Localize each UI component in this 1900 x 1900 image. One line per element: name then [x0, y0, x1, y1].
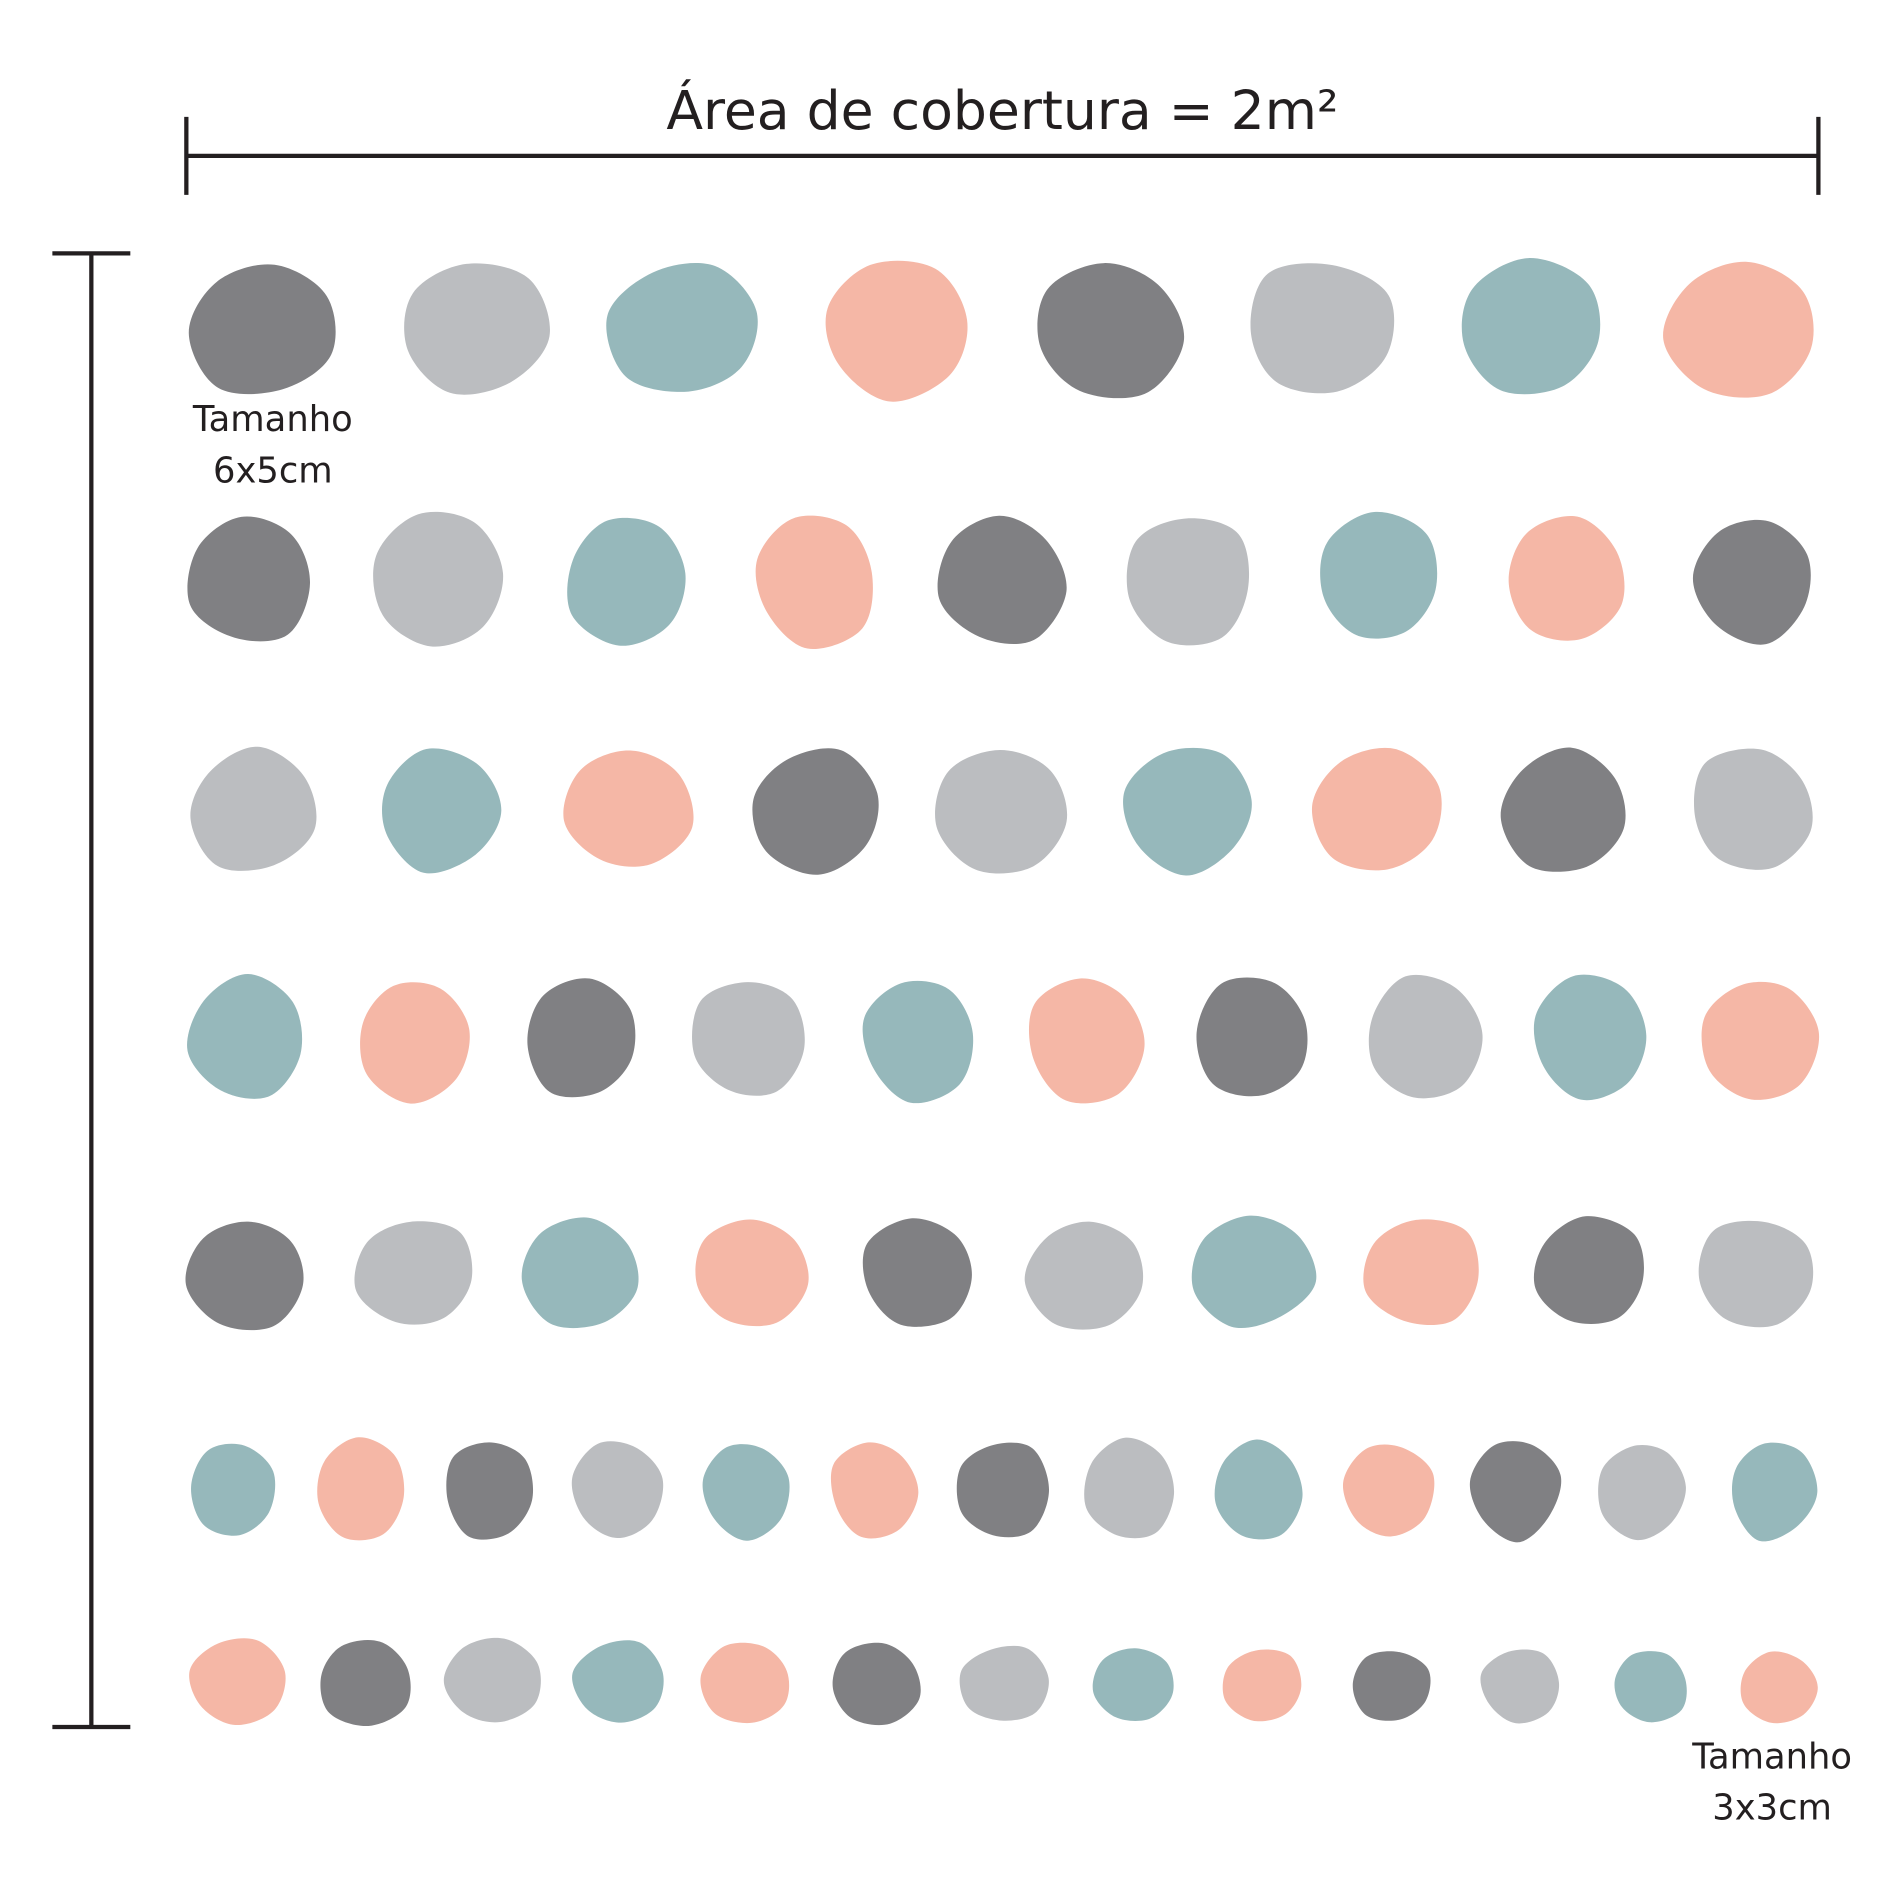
- sticker: [1533, 974, 1647, 1101]
- sticker: [752, 748, 879, 875]
- sticker: [317, 1437, 405, 1541]
- sticker: [563, 750, 694, 867]
- sticker: [571, 1441, 664, 1539]
- sticker: [830, 1442, 919, 1539]
- sticker: [189, 1638, 286, 1726]
- sticker: [1500, 747, 1626, 872]
- sticker: [187, 973, 303, 1099]
- sticker: [1123, 747, 1252, 876]
- sticker: [862, 1218, 972, 1327]
- sticker: [1368, 974, 1483, 1099]
- sticker: [937, 515, 1067, 645]
- sticker: [1092, 1648, 1174, 1722]
- sticker: [404, 263, 550, 395]
- sticker: [1693, 748, 1813, 870]
- sticker: [1740, 1651, 1818, 1724]
- size-value: 6x5cm: [213, 450, 333, 491]
- sticker: [692, 982, 805, 1096]
- sticker: [1598, 1445, 1686, 1541]
- sticker: [1461, 258, 1601, 395]
- sticker: [320, 1639, 411, 1727]
- sticker: [527, 978, 636, 1098]
- sticker: [1342, 1444, 1435, 1537]
- sticker: [935, 750, 1068, 874]
- sticker: [1480, 1649, 1560, 1724]
- sticker: [191, 1443, 276, 1536]
- sticker: [1469, 1441, 1562, 1543]
- sticker: [373, 511, 504, 647]
- sticker: [190, 746, 317, 871]
- sticker: [185, 1221, 304, 1331]
- sticker: [446, 1442, 534, 1540]
- sticker: [187, 516, 310, 642]
- sticker: [1037, 263, 1185, 399]
- size-label: Tamanho: [192, 399, 353, 440]
- width-ruler: [184, 116, 1821, 195]
- sticker: [700, 1642, 790, 1724]
- sticker: [606, 262, 758, 392]
- sticker: [1692, 519, 1811, 645]
- sticker: [382, 748, 502, 874]
- sticker: [1084, 1437, 1175, 1539]
- sticker: [1320, 511, 1438, 639]
- sticker: [567, 517, 686, 646]
- sticker: [755, 515, 873, 650]
- sticker: [1028, 978, 1145, 1104]
- sticker: [702, 1444, 790, 1541]
- sticker: [1698, 1220, 1814, 1328]
- sticker: [360, 982, 470, 1104]
- sticker: [1024, 1221, 1144, 1330]
- sticker: [354, 1221, 473, 1325]
- sticker: [959, 1645, 1049, 1721]
- sticker: [1533, 1216, 1644, 1324]
- blobs: [185, 258, 1820, 1727]
- size-value: 3x3cm: [1712, 1788, 1832, 1829]
- sticker: [1250, 263, 1395, 394]
- sticker: [521, 1217, 639, 1329]
- sticker: [1663, 261, 1814, 398]
- sticker: [1508, 515, 1625, 641]
- sticker: [443, 1637, 541, 1723]
- sticker: [825, 260, 968, 402]
- sticker: [1614, 1651, 1687, 1723]
- sticker: [572, 1640, 664, 1723]
- sticker: [1126, 518, 1250, 646]
- sticker: [1701, 981, 1820, 1100]
- sticker: [1222, 1649, 1302, 1722]
- sticker: [1214, 1439, 1303, 1540]
- sticker: [956, 1442, 1050, 1538]
- sticker: [695, 1219, 809, 1327]
- title: Área de cobertura = 2m²: [666, 79, 1338, 142]
- height-ruler: [52, 251, 131, 1730]
- sticker: [1731, 1442, 1818, 1542]
- sticker: [1196, 977, 1308, 1097]
- sticker: [1363, 1219, 1479, 1326]
- sticker: [1191, 1215, 1317, 1329]
- sticker: [1311, 747, 1442, 871]
- sticker: [188, 264, 336, 395]
- size-label: Tamanho: [1691, 1736, 1852, 1777]
- sticker: [1352, 1651, 1431, 1721]
- sticker: [862, 980, 974, 1104]
- sticker: [832, 1642, 921, 1726]
